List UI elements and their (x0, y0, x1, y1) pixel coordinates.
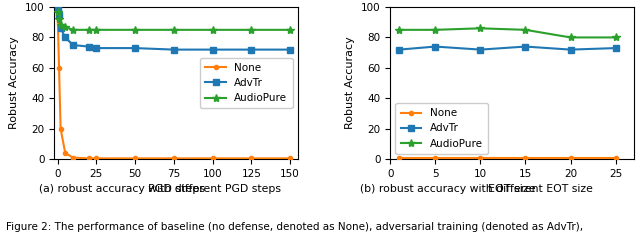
X-axis label: EOT size: EOT size (488, 184, 536, 194)
Y-axis label: Robust Accuracy: Robust Accuracy (346, 37, 355, 129)
Legend: None, AdvTr, AudioPure: None, AdvTr, AudioPure (200, 58, 292, 109)
Text: Figure 2: The performance of baseline (no defense, denoted as None), adversarial: Figure 2: The performance of baseline (n… (6, 222, 584, 232)
Y-axis label: Robust Accuracy: Robust Accuracy (10, 37, 19, 129)
Text: (a) robust accuracy with different PGD steps: (a) robust accuracy with different PGD s… (39, 184, 281, 194)
Legend: None, AdvTr, AudioPure: None, AdvTr, AudioPure (396, 103, 488, 154)
X-axis label: PGD steps: PGD steps (147, 184, 205, 194)
Text: (b) robust accuracy with different EOT size: (b) robust accuracy with different EOT s… (360, 184, 593, 194)
